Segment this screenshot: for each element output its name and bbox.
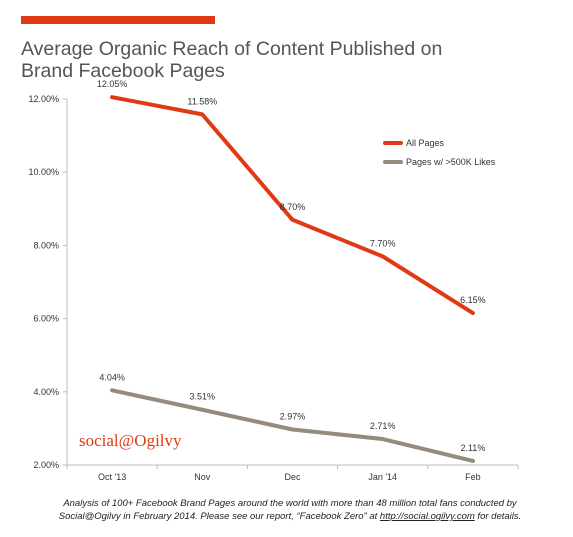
y-tick-label: 8.00% [33,240,59,250]
data-point [200,112,204,116]
data-point [110,95,114,99]
brand-logo: social@Ogilvy [79,431,182,450]
data-label: 7.70% [370,238,396,248]
y-tick-label: 2.00% [33,460,59,470]
page-title: Average Organic Reach of Content Publish… [21,38,541,82]
data-label: 3.51% [190,392,216,402]
title-line-2: Brand Facebook Pages [21,60,225,82]
y-tick-label: 12.00% [28,94,59,104]
legend-label: Pages w/ >500K Likes [406,157,496,167]
data-label: 11.58% [187,96,217,106]
data-label: 4.04% [99,372,125,382]
footnote-suffix: for details. [474,511,522,522]
data-label: 8.70% [280,202,306,212]
data-point [291,218,294,222]
accent-bar [21,16,215,24]
x-tick-label: Oct '13 [98,472,126,482]
x-tick-label: Dec [284,472,301,482]
data-label: 2.11% [460,443,485,453]
title-line-1: Average Organic Reach of Content Publish… [21,38,443,60]
data-point [200,408,204,412]
data-point [291,427,294,431]
y-tick-label: 6.00% [33,314,59,324]
data-label: 6.15% [460,295,486,305]
data-point [471,459,475,463]
report-link[interactable]: http://social.ogilvy.com [379,511,475,522]
data-label: 2.97% [280,411,306,421]
footnote: Analysis of 100+ Facebook Brand Pages ar… [40,497,540,523]
y-tick-label: 10.00% [28,167,59,177]
x-tick-label: Jan '14 [368,472,397,482]
y-tick-label: 4.00% [33,387,59,397]
data-label: 12.05% [97,79,128,89]
footnote-line-1: Analysis of 100+ Facebook Brand Pages ar… [63,498,517,509]
data-point [381,437,385,441]
footnote-line-2: Social@Ogilvy in February 2014. Please s… [40,510,540,523]
data-point [381,254,385,258]
data-label: 2.71% [370,421,396,431]
legend-label: All Pages [406,138,445,148]
footnote-text: Social@Ogilvy in February 2014. Please s… [58,511,380,522]
x-tick-label: Nov [194,472,211,482]
data-point [110,388,114,392]
data-point [471,311,475,315]
x-tick-label: Feb [465,472,481,482]
